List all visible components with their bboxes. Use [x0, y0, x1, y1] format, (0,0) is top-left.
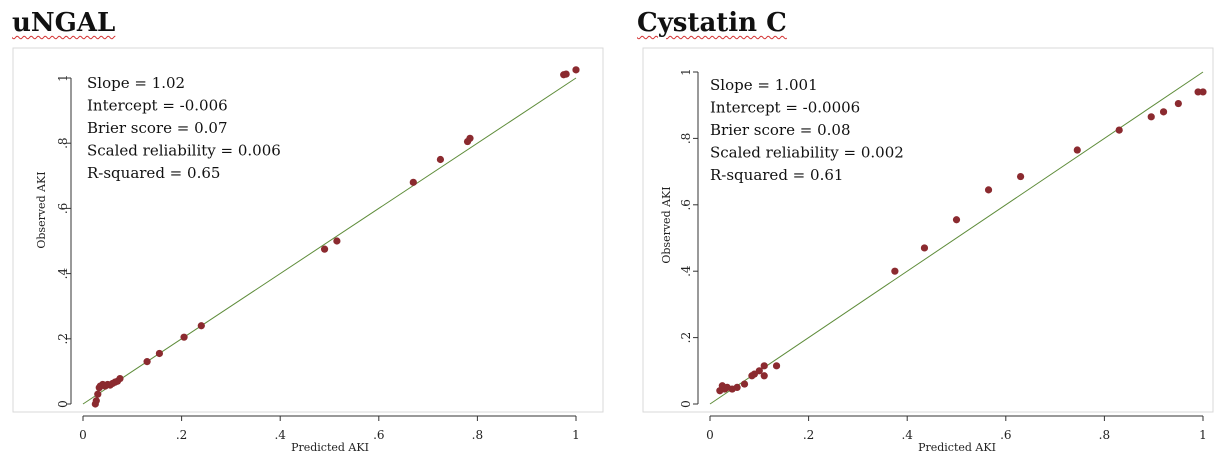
x-tick-label: .4 [901, 428, 913, 442]
data-point [1073, 146, 1081, 154]
data-point [920, 244, 929, 252]
chart-panel-0: 0 .2 .4 .6 .8 1 0 .2 .4 .6 .8 1 Predicted AKI Observe… [12, 47, 604, 454]
y-tick-label: .4 [679, 265, 693, 277]
data-point [1174, 99, 1182, 108]
data-point [180, 333, 188, 341]
stat-line: Brier score = 0.07 [87, 119, 228, 137]
y-axis-label: Observed AKI [35, 171, 48, 248]
stat-line: Intercept = -0.006 [87, 97, 228, 115]
data-point [1147, 113, 1155, 121]
data-point [466, 134, 474, 142]
y-tick-label: 1 [679, 68, 693, 76]
x-tick-label: 1 [1199, 428, 1207, 442]
data-point [952, 216, 961, 224]
stat-line: Intercept = -0.0006 [710, 99, 860, 117]
data-point [333, 237, 341, 245]
x-tick-label: 0 [706, 428, 714, 442]
data-point [197, 322, 205, 330]
y-tick-label: .8 [679, 133, 693, 144]
y-tick-label: .6 [56, 203, 70, 214]
data-point [1194, 88, 1202, 96]
x-tick-label: 1 [572, 428, 580, 442]
plot-frame [12, 47, 604, 413]
stat-line: Slope = 1.001 [710, 76, 818, 94]
y-tick-label: .4 [56, 268, 70, 280]
y-tick-label: .2 [679, 332, 693, 343]
data-point [740, 380, 749, 388]
stat-line: Scaled reliability = 0.002 [710, 144, 904, 162]
x-tick-label: .8 [472, 428, 483, 442]
data-point [572, 66, 580, 74]
y-tick-label: .2 [56, 333, 70, 344]
stat-line: Slope = 1.02 [87, 74, 185, 92]
stat-line: Brier score = 0.08 [710, 121, 851, 139]
data-point [1159, 108, 1168, 116]
x-tick-label: .6 [1000, 428, 1011, 442]
panel-title-cystatin-c: Cystatin C [637, 8, 787, 38]
data-point [760, 362, 768, 370]
y-tick-label: 0 [679, 400, 693, 408]
y-tick-label: 0 [56, 400, 70, 408]
x-tick-label: 0 [79, 428, 87, 442]
data-point [1199, 88, 1207, 96]
x-axis-label: Predicted AKI [291, 441, 369, 454]
x-axis-label: Predicted AKI [918, 441, 996, 454]
y-axis-label: Observed AKI [660, 186, 673, 263]
data-point [755, 367, 763, 375]
stat-line: Scaled reliability = 0.006 [87, 142, 281, 160]
data-point [92, 397, 100, 405]
panel-title-ungal: uNGAL [12, 8, 116, 38]
data-point [1115, 126, 1123, 134]
data-point [155, 349, 164, 358]
data-point [409, 178, 417, 186]
data-point [436, 155, 445, 164]
chart-panel-1: 0 .2 .4 .6 .8 1 0 .2 .4 .6 .8 1 Predicted AKI Observe… [642, 47, 1214, 454]
data-point [143, 358, 151, 366]
data-point [1016, 172, 1025, 181]
plot-frame [642, 47, 1214, 413]
reference-line [82, 77, 577, 405]
y-tick-label: .8 [56, 137, 70, 148]
x-tick-label: .2 [803, 428, 814, 442]
data-point [984, 186, 993, 194]
y-tick-label: 1 [56, 74, 70, 82]
data-point [94, 390, 102, 398]
data-point [116, 374, 124, 383]
data-point [772, 362, 781, 370]
stat-line: R-squared = 0.65 [87, 164, 220, 182]
data-point [760, 372, 768, 380]
data-point [562, 70, 570, 78]
x-tick-label: .4 [274, 428, 286, 442]
x-tick-label: .2 [176, 428, 187, 442]
data-point [891, 267, 899, 275]
x-tick-label: .8 [1099, 428, 1110, 442]
x-tick-label: .6 [373, 428, 384, 442]
data-point [733, 383, 741, 391]
stat-line: R-squared = 0.61 [710, 166, 843, 184]
data-point [320, 245, 329, 253]
y-tick-label: .6 [679, 199, 693, 210]
